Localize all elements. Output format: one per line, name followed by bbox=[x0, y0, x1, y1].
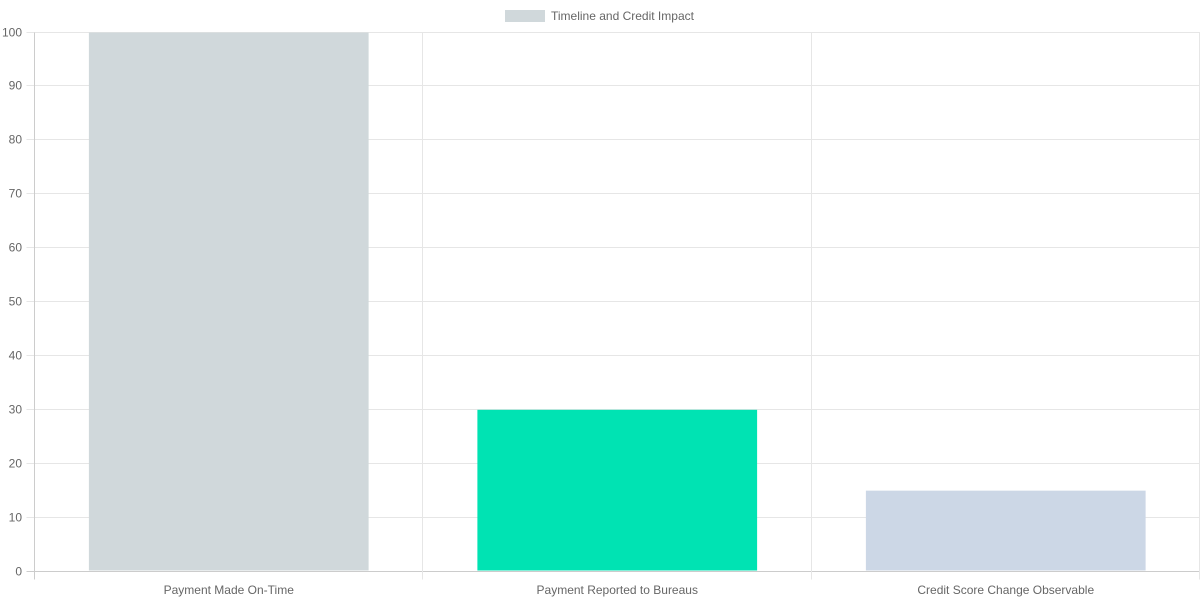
x-tick-label: Credit Score Change Observable bbox=[917, 583, 1094, 597]
y-tick-label: 70 bbox=[9, 187, 23, 201]
y-tick-label: 10 bbox=[9, 511, 23, 525]
y-axis-ticks: 0 10 20 30 40 50 60 70 80 90 100 bbox=[2, 26, 22, 579]
y-tick-label: 0 bbox=[15, 565, 22, 579]
y-tick-label: 50 bbox=[9, 295, 23, 309]
y-tick-label: 90 bbox=[9, 79, 23, 93]
y-tick-label: 40 bbox=[9, 349, 23, 363]
legend-swatch bbox=[505, 10, 545, 22]
bar[interactable] bbox=[866, 491, 1146, 571]
legend-label: Timeline and Credit Impact bbox=[551, 9, 695, 23]
bar[interactable] bbox=[89, 33, 369, 571]
x-axis-ticks: Payment Made On-Time Payment Reported to … bbox=[164, 583, 1095, 597]
y-tick-label: 100 bbox=[2, 26, 22, 40]
y-tick-label: 30 bbox=[9, 403, 23, 417]
x-tick-label: Payment Reported to Bureaus bbox=[537, 583, 698, 597]
y-tick-label: 60 bbox=[9, 241, 23, 255]
y-tick-label: 20 bbox=[9, 457, 23, 471]
x-tick-label: Payment Made On-Time bbox=[164, 583, 295, 597]
legend[interactable]: Timeline and Credit Impact bbox=[505, 9, 695, 23]
bar[interactable] bbox=[477, 410, 757, 571]
y-tick-label: 80 bbox=[9, 133, 23, 147]
